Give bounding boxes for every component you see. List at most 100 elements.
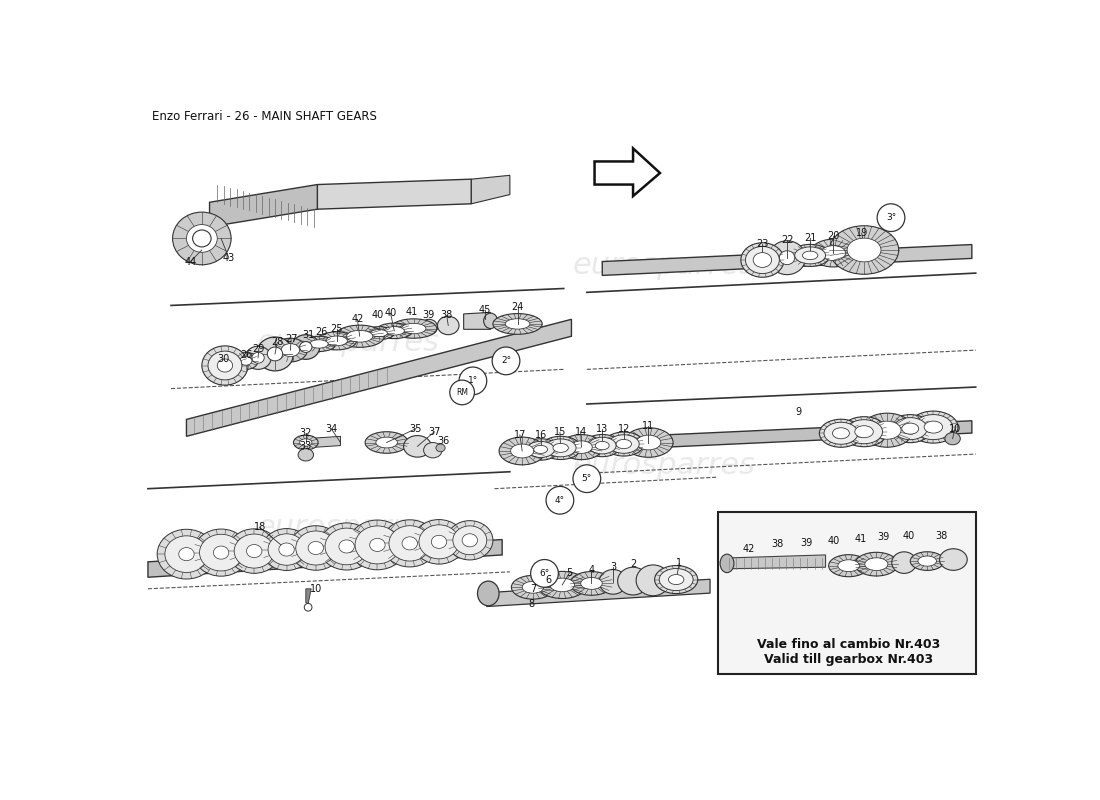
Ellipse shape — [364, 326, 395, 340]
Ellipse shape — [402, 323, 426, 334]
Ellipse shape — [846, 420, 882, 444]
Ellipse shape — [420, 319, 438, 334]
Ellipse shape — [447, 521, 493, 560]
Ellipse shape — [939, 549, 967, 570]
Ellipse shape — [746, 246, 779, 274]
Text: 28: 28 — [271, 338, 284, 347]
Text: Vale fino al cambio Nr.403: Vale fino al cambio Nr.403 — [757, 638, 940, 650]
Ellipse shape — [828, 554, 869, 577]
Text: 1: 1 — [676, 558, 682, 568]
Ellipse shape — [802, 251, 818, 260]
Ellipse shape — [624, 428, 673, 458]
Ellipse shape — [527, 442, 554, 458]
Text: 44: 44 — [184, 257, 197, 266]
Ellipse shape — [404, 435, 431, 457]
Text: 41: 41 — [406, 306, 418, 317]
Text: 27: 27 — [285, 334, 297, 343]
Ellipse shape — [669, 574, 684, 585]
Text: 7: 7 — [530, 584, 536, 594]
Ellipse shape — [838, 560, 859, 572]
Text: 40: 40 — [827, 536, 839, 546]
Text: 40: 40 — [384, 308, 397, 318]
Text: 43: 43 — [222, 253, 235, 262]
Text: eurosparres: eurosparres — [256, 513, 440, 542]
Polygon shape — [464, 312, 491, 330]
Text: 20: 20 — [827, 231, 839, 241]
Ellipse shape — [262, 529, 311, 570]
Ellipse shape — [431, 535, 447, 548]
Ellipse shape — [604, 432, 644, 456]
Ellipse shape — [911, 552, 944, 570]
Ellipse shape — [319, 523, 374, 570]
Ellipse shape — [256, 337, 294, 371]
Ellipse shape — [424, 442, 442, 458]
Ellipse shape — [299, 342, 312, 353]
Ellipse shape — [855, 552, 898, 576]
Ellipse shape — [299, 439, 312, 446]
Circle shape — [459, 367, 486, 394]
Text: 17: 17 — [514, 430, 526, 440]
Ellipse shape — [510, 444, 534, 458]
Ellipse shape — [636, 565, 670, 596]
Text: 19: 19 — [856, 228, 868, 238]
Ellipse shape — [267, 347, 283, 361]
Ellipse shape — [477, 581, 499, 606]
Circle shape — [450, 380, 474, 405]
Ellipse shape — [157, 530, 216, 579]
Ellipse shape — [829, 226, 899, 274]
Text: 41: 41 — [854, 534, 867, 544]
Text: 13: 13 — [596, 425, 608, 434]
Text: 4: 4 — [588, 566, 594, 575]
Ellipse shape — [522, 582, 543, 593]
Ellipse shape — [438, 316, 459, 334]
Text: 23: 23 — [756, 239, 769, 249]
Text: 31: 31 — [302, 330, 315, 340]
Ellipse shape — [909, 411, 958, 443]
Ellipse shape — [892, 552, 916, 574]
Ellipse shape — [246, 545, 262, 558]
Ellipse shape — [178, 548, 194, 561]
Polygon shape — [318, 179, 472, 209]
Ellipse shape — [914, 414, 953, 440]
Ellipse shape — [493, 314, 542, 334]
Ellipse shape — [173, 212, 231, 265]
Ellipse shape — [608, 435, 639, 454]
Polygon shape — [306, 589, 311, 604]
Text: 3: 3 — [610, 562, 616, 572]
Ellipse shape — [873, 421, 901, 439]
Ellipse shape — [794, 247, 825, 264]
Ellipse shape — [234, 534, 274, 568]
Ellipse shape — [821, 246, 846, 261]
Ellipse shape — [847, 238, 881, 262]
Ellipse shape — [570, 571, 613, 595]
Ellipse shape — [301, 336, 336, 351]
Text: 5: 5 — [566, 568, 572, 578]
Ellipse shape — [274, 338, 307, 362]
Circle shape — [546, 486, 574, 514]
Ellipse shape — [861, 413, 913, 447]
Text: 39: 39 — [877, 532, 890, 542]
Text: 40: 40 — [372, 310, 384, 321]
Ellipse shape — [924, 421, 943, 433]
Ellipse shape — [917, 556, 936, 566]
Ellipse shape — [310, 340, 328, 348]
Ellipse shape — [317, 332, 356, 350]
Ellipse shape — [534, 446, 548, 454]
Ellipse shape — [208, 351, 242, 380]
Ellipse shape — [720, 554, 734, 573]
Ellipse shape — [453, 526, 486, 554]
Ellipse shape — [842, 417, 888, 446]
Polygon shape — [209, 185, 318, 227]
Text: 5°: 5° — [582, 474, 592, 483]
FancyBboxPatch shape — [717, 512, 976, 674]
Ellipse shape — [218, 359, 232, 372]
Ellipse shape — [740, 242, 784, 278]
Ellipse shape — [541, 436, 581, 459]
Ellipse shape — [389, 526, 430, 561]
Polygon shape — [594, 148, 660, 196]
Ellipse shape — [355, 526, 399, 564]
Ellipse shape — [376, 323, 412, 338]
Text: 33: 33 — [299, 442, 312, 451]
Text: 42: 42 — [742, 544, 755, 554]
Text: 26: 26 — [240, 350, 253, 360]
